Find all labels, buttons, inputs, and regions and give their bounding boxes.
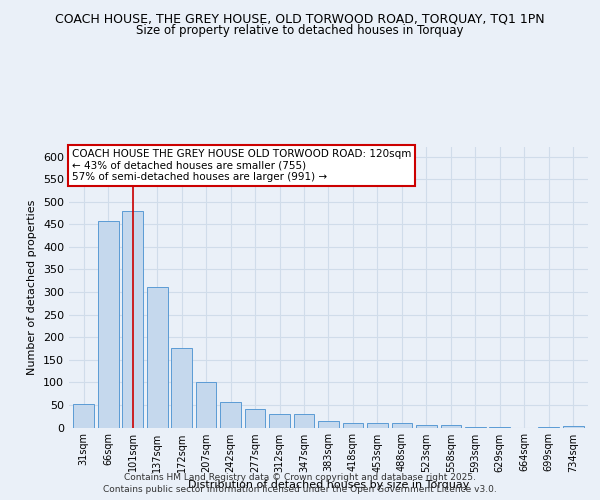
X-axis label: Distribution of detached houses by size in Torquay: Distribution of detached houses by size … — [188, 480, 469, 490]
Y-axis label: Number of detached properties: Number of detached properties — [28, 200, 37, 375]
Bar — [245, 408, 265, 428]
Bar — [293, 414, 314, 428]
Bar — [367, 424, 388, 428]
Bar — [269, 414, 290, 428]
Bar — [98, 221, 119, 428]
Bar — [416, 425, 437, 428]
Bar — [122, 210, 143, 428]
Text: COACH HOUSE THE GREY HOUSE OLD TORWOOD ROAD: 120sqm
← 43% of detached houses are: COACH HOUSE THE GREY HOUSE OLD TORWOOD R… — [71, 149, 411, 182]
Bar — [196, 382, 217, 428]
Bar — [392, 424, 412, 428]
Text: COACH HOUSE, THE GREY HOUSE, OLD TORWOOD ROAD, TORQUAY, TQ1 1PN: COACH HOUSE, THE GREY HOUSE, OLD TORWOOD… — [55, 12, 545, 26]
Text: Size of property relative to detached houses in Torquay: Size of property relative to detached ho… — [136, 24, 464, 37]
Bar — [220, 402, 241, 427]
Bar — [171, 348, 192, 428]
Bar — [318, 420, 339, 428]
Bar — [563, 426, 584, 428]
Bar — [343, 424, 364, 428]
Bar — [147, 286, 167, 428]
Text: Contains HM Land Registry data © Crown copyright and database right 2025.
Contai: Contains HM Land Registry data © Crown c… — [103, 472, 497, 494]
Bar — [440, 425, 461, 428]
Bar — [73, 404, 94, 427]
